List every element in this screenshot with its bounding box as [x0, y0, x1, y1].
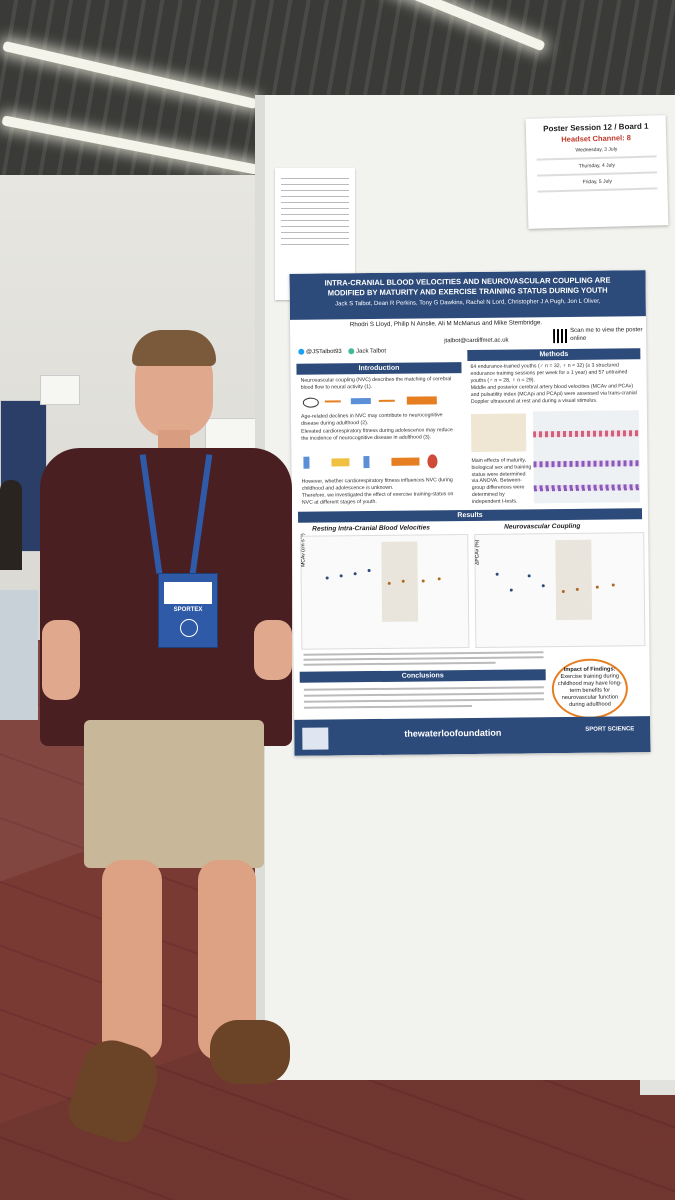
methods-point: 64 endurance-trained youths (♂ n = 32, ♀… — [470, 362, 628, 384]
twitter-handle: @JSTalbot93 — [305, 348, 342, 356]
chart-point — [561, 590, 565, 594]
researchgate-handle: Jack Talbot — [356, 348, 387, 355]
intro-point: However, whether cardiorespiratory fitne… — [301, 477, 453, 492]
chart-neurovascular-coupling: ΔPCAv (%) — [474, 532, 646, 648]
chart-point — [339, 574, 343, 578]
methods-point: Main effects of maturity, biological sex… — [471, 457, 532, 505]
methods-point: Middle and posterior cerebral artery blo… — [470, 383, 637, 405]
intro-diagram — [303, 452, 453, 472]
name-badge: SPORTEX — [158, 573, 218, 648]
chart-left-title: Resting Intra-Cranial Blood Velocities — [312, 524, 430, 533]
chart-point — [611, 583, 615, 587]
intro-point: Therefore, we investigated the effect of… — [301, 491, 454, 506]
section-results: Results — [297, 508, 643, 523]
researchgate-icon — [348, 348, 355, 355]
chart-shaded-region — [555, 539, 593, 621]
badge-logo-icon — [180, 619, 198, 637]
chart-point — [541, 584, 545, 588]
shorts — [84, 720, 264, 868]
forearm — [254, 620, 292, 680]
qr-code-icon — [553, 328, 568, 344]
shoe — [210, 1020, 290, 1084]
chart-right-ylabel: ΔPCAv (%) — [474, 539, 481, 565]
research-poster: INTRA-CRANIAL BLOOD VELOCITIES AND NEURO… — [289, 270, 651, 756]
intro-point: Elevated cardiorespiratory fitness durin… — [301, 427, 453, 442]
chart-point — [527, 574, 531, 578]
poster-email: jtalbot@cardiffmet.ac.uk — [444, 337, 509, 345]
poster-title: INTRA-CRANIAL BLOOD VELOCITIES AND NEURO… — [289, 270, 646, 320]
poster-footer: thewaterloofoundation SPORT SCIENCE — [294, 716, 651, 756]
chart-point — [595, 585, 599, 589]
chart-resting-velocities: MCAv (cm·s⁻¹) — [300, 533, 470, 650]
conclusions-text — [303, 683, 544, 716]
ceiling-light — [1, 115, 259, 175]
sport-science-logo: SPORT SCIENCE — [585, 726, 635, 733]
section-introduction: Introduction — [296, 362, 462, 375]
twitter-icon — [298, 348, 305, 355]
forearm — [42, 620, 80, 700]
chart-shaded-region — [381, 541, 419, 622]
session-day: Friday, 5 July — [582, 178, 613, 186]
impact-text: Exercise training during childhood may h… — [557, 673, 622, 708]
section-conclusions: Conclusions — [299, 669, 546, 683]
chart-point — [421, 579, 425, 583]
chart-left-ylabel: MCAv (cm·s⁻¹) — [300, 533, 307, 567]
doppler-trace — [532, 410, 640, 504]
section-methods: Methods — [467, 348, 641, 362]
poster-authors: Rhodri S Lloyd, Philip N Ainslie, Ali M … — [296, 319, 596, 330]
chart-point — [353, 572, 357, 576]
intro-point: Neurovascular coupling (NVC) describes t… — [300, 376, 452, 391]
chart-point — [495, 572, 499, 576]
chart-right-title: Neurovascular Coupling — [504, 522, 581, 531]
intro-diagram — [302, 394, 453, 410]
intro-point: Age-related declines in NVC may contribu… — [300, 412, 443, 427]
scan-text: Scan me to view the poster online — [570, 327, 643, 342]
methods-illustration — [470, 413, 527, 452]
badge-label: SPORTEX — [173, 607, 203, 613]
chart-point — [509, 588, 513, 592]
university-logo — [302, 727, 329, 750]
hair — [132, 330, 216, 366]
chart-point — [367, 569, 371, 573]
poster-authors-line: Rhodri S Lloyd, Philip N Ainslie, Ali M … — [349, 319, 543, 329]
ceiling-light — [2, 40, 258, 110]
session-card: Poster Session 12 / Board 1 Headset Chan… — [525, 115, 669, 229]
impact-callout: Impact of Findings: Exercise training du… — [551, 658, 629, 720]
chart-point — [387, 581, 391, 585]
chart-point — [401, 579, 405, 583]
ceiling-light — [384, 0, 546, 52]
poster-handles: @JSTalbot93 Jack Talbot — [298, 348, 386, 355]
chart-point — [437, 577, 441, 581]
background-sign — [40, 375, 80, 405]
presenter-person: SPORTEX — [40, 330, 295, 1148]
session-day: Thursday, 4 July — [578, 162, 616, 170]
background-person — [0, 480, 40, 740]
chart-point — [325, 576, 329, 580]
results-text — [303, 649, 544, 668]
session-day: Wednesday, 3 July — [575, 146, 618, 154]
chart-point — [575, 587, 579, 591]
leg — [102, 860, 162, 1060]
session-channel: Headset Channel: 8 — [561, 133, 632, 144]
foundation-name: thewaterloofoundation — [404, 727, 502, 739]
poster-authors: Jack S Talbot, Dean R Perkins, Tony G Da… — [335, 298, 601, 308]
